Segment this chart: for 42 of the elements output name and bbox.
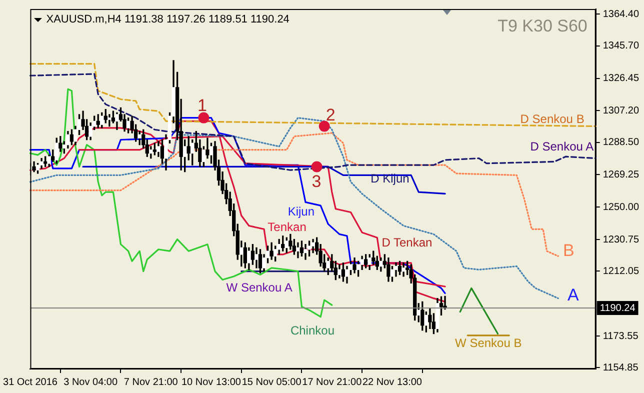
x-tick-label: 22 Nov 13:00 bbox=[362, 376, 422, 388]
x-tick-label: 10 Nov 13:00 bbox=[181, 376, 242, 388]
candlestick bbox=[304, 244, 308, 260]
annotation: D Tenkan bbox=[382, 236, 432, 250]
y-tick-label: 1154.85 bbox=[602, 362, 639, 374]
point bbox=[318, 120, 330, 132]
point bbox=[198, 112, 210, 124]
candlestick bbox=[108, 114, 112, 127]
annotation: Chinkou bbox=[290, 324, 334, 338]
x-tick-label: 17 Nov 21:00 bbox=[302, 376, 362, 388]
x-tick-label: 7 Nov 21:00 bbox=[124, 376, 178, 388]
annotation: Kijun bbox=[288, 204, 315, 219]
ref-line-label: 1190.24 bbox=[600, 302, 636, 314]
y-tick-label: 1230.75 bbox=[602, 234, 640, 246]
y-tick-label: 1212.05 bbox=[602, 266, 640, 277]
annotation: D Senkou B bbox=[520, 112, 584, 126]
annotation: 1 bbox=[197, 96, 207, 115]
annotation: A bbox=[568, 286, 580, 305]
y-tick-label: 1173.55 bbox=[602, 330, 639, 342]
annotation: T9 K30 S60 bbox=[498, 16, 588, 36]
y-tick-label: 1269.25 bbox=[602, 169, 640, 180]
line-series bbox=[29, 73, 597, 171]
y-tick-label: 1364.40 bbox=[602, 8, 640, 20]
line-series bbox=[29, 63, 597, 128]
chart-title: XAUUSD.m,H4 1191.38 1197.26 1189.51 1190.24 bbox=[46, 14, 290, 26]
y-tick-label: 1345.70 bbox=[602, 40, 640, 52]
annotation: D Kijun bbox=[370, 172, 410, 186]
annotation: D Senkou A bbox=[530, 140, 594, 154]
x-tick-label: 15 Nov 05:00 bbox=[242, 376, 302, 388]
y-tick-label: 1326.45 bbox=[602, 73, 640, 84]
annotation: W Senkou A bbox=[226, 280, 292, 294]
y-tick-label: 1307.20 bbox=[602, 105, 640, 116]
point bbox=[311, 161, 322, 172]
x-tick-label: 3 Nov 04:00 bbox=[64, 376, 118, 388]
y-tick-label: 1250.00 bbox=[602, 202, 640, 213]
y-tick-label: 1288.50 bbox=[602, 137, 640, 148]
annotation: 2 bbox=[326, 106, 336, 125]
annotation: W Senkou B bbox=[455, 336, 522, 350]
annotation: Tenkan bbox=[268, 220, 306, 234]
annotation: 3 bbox=[312, 172, 322, 191]
x-tick-label: 31 Oct 2016 bbox=[3, 376, 58, 388]
annotation: B bbox=[563, 240, 574, 260]
